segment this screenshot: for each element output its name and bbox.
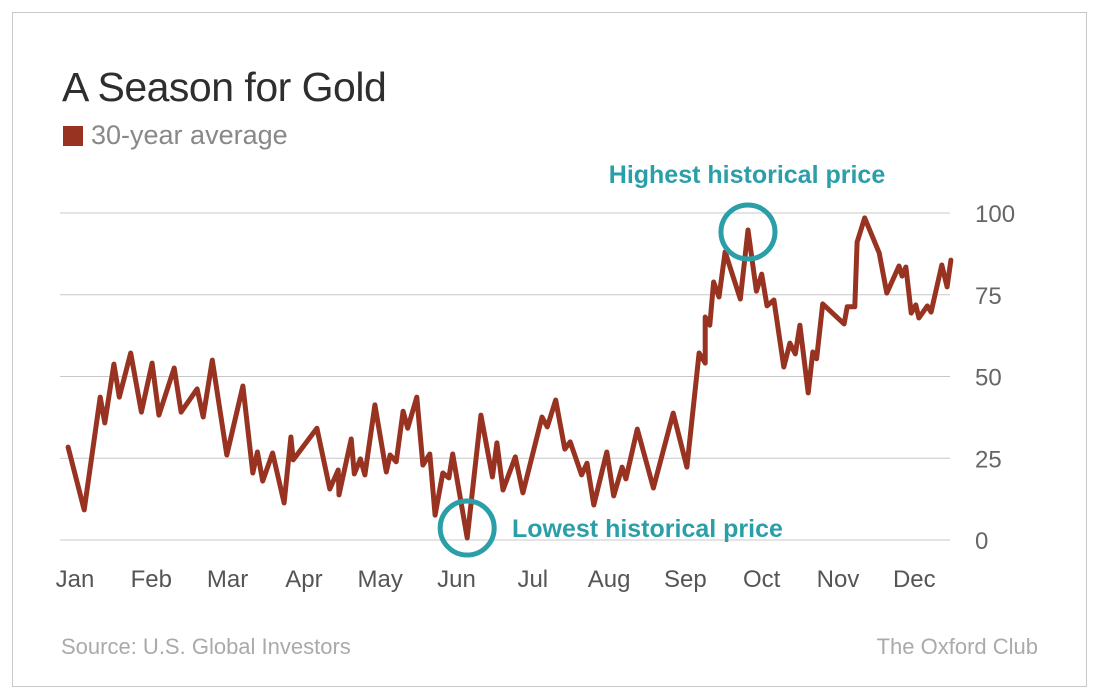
x-tick-label: May — [358, 566, 403, 593]
y-tick-label: 0 — [975, 528, 988, 555]
x-tick-label: Jul — [517, 566, 548, 593]
y-tick-label: 100 — [975, 201, 1015, 228]
x-tick-label: Oct — [743, 566, 781, 593]
x-tick-label: Aug — [588, 566, 631, 593]
x-tick-label: Jun — [437, 566, 476, 593]
lowest-price-label: Lowest historical price — [512, 515, 783, 543]
chart-frame — [12, 12, 1087, 687]
y-tick-label: 75 — [975, 283, 1002, 310]
legend: 30-year average — [63, 120, 288, 151]
highest-price-label: Highest historical price — [609, 161, 886, 189]
x-tick-label: Sep — [664, 566, 707, 593]
chart-title: A Season for Gold — [62, 64, 387, 110]
x-tick-label: Mar — [207, 566, 248, 593]
highest-price-marker — [718, 202, 778, 262]
lowest-price-marker — [437, 498, 497, 558]
legend-swatch — [63, 125, 83, 146]
x-tick-label: Nov — [817, 566, 860, 593]
x-tick-label: Dec — [893, 566, 936, 593]
x-tick-label: Feb — [131, 566, 172, 593]
series-line — [65, 215, 954, 541]
source-note: Source: U.S. Global Investors — [61, 634, 351, 659]
y-tick-label: 25 — [975, 446, 1002, 473]
brand-credit: The Oxford Club — [876, 634, 1038, 659]
y-tick-label: 50 — [975, 365, 1002, 392]
x-tick-label: Apr — [285, 566, 322, 593]
legend-label: 30-year average — [91, 120, 288, 150]
x-tick-label: Jan — [56, 566, 95, 593]
